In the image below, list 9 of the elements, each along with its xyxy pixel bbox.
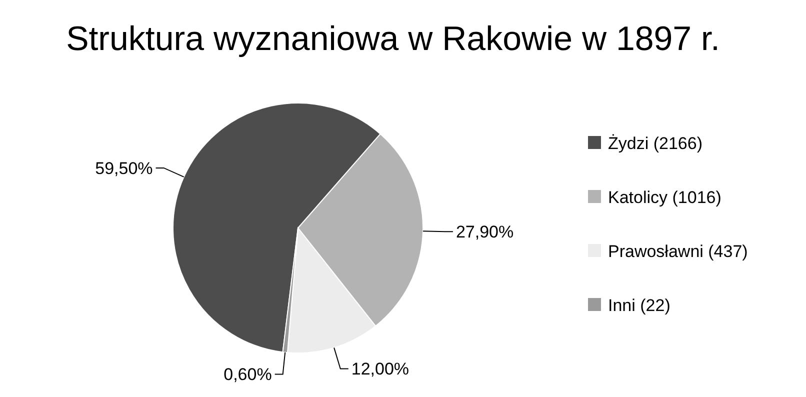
legend-label: Inni (22) [608, 296, 670, 315]
legend-label: Żydzi (2166) [608, 134, 702, 153]
data-label: 0,60% [224, 365, 272, 384]
legend-label: Prawosławni (437) [608, 242, 748, 261]
data-label: 12,00% [351, 360, 410, 379]
data-label: 59,50% [95, 158, 153, 178]
legend-label: Katolicy (1016) [608, 188, 722, 207]
chart-title: Struktura wyznaniowa w Rakowie w 1897 r. [66, 20, 720, 58]
data-label: 27,90% [456, 222, 514, 242]
